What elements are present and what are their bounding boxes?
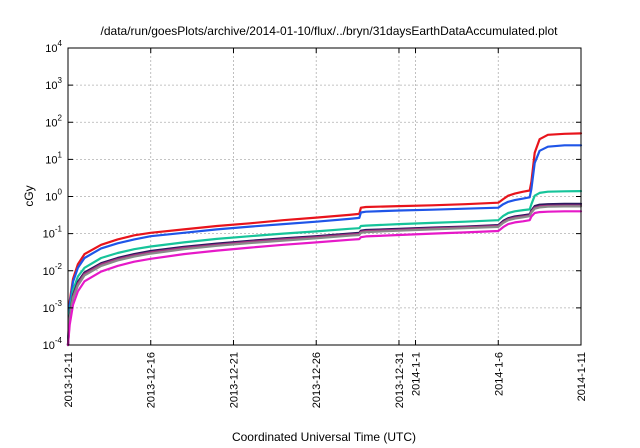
y-tick-label: 10-4 xyxy=(43,336,63,352)
y-axis-label: cGy xyxy=(22,185,36,206)
series-line-2 xyxy=(66,144,583,347)
x-tick-label: 2014-1-1 xyxy=(411,352,423,396)
y-tick-label: 10-2 xyxy=(43,262,63,278)
tick-labels: 10-4 10-3 10-2 10-1 100 101 102 103 104 2013-12-1… xyxy=(43,39,588,408)
y-tick-label: 103 xyxy=(45,76,62,92)
y-tick-label: 10-3 xyxy=(43,299,63,315)
y-tick-label: 102 xyxy=(45,113,62,129)
series-line-7 xyxy=(66,210,583,347)
grid xyxy=(68,48,581,345)
x-tick-label: 2014-1-11 xyxy=(576,352,588,401)
y-tick-label: 100 xyxy=(45,188,62,204)
series-line-1 xyxy=(66,132,583,347)
series-line-3 xyxy=(66,190,583,347)
x-tick-label: 2013-12-21 xyxy=(228,352,240,408)
series-line-6 xyxy=(66,205,583,347)
x-tick-label: 2014-1-6 xyxy=(493,352,505,396)
series-line-4 xyxy=(66,202,583,347)
y-tick-label: 10-1 xyxy=(43,225,63,241)
x-axis-label: Coordinated Universal Time (UTC) xyxy=(232,430,416,444)
x-tick-label: 2013-12-26 xyxy=(311,352,323,408)
chart-title: /data/run/goesPlots/archive/2014-01-10/f… xyxy=(101,24,559,38)
x-tick-label: 2013-12-16 xyxy=(146,352,158,408)
x-tick-label: 2013-12-11 xyxy=(63,352,75,407)
y-tick-label: 104 xyxy=(45,39,62,55)
y-tick-label: 101 xyxy=(45,150,62,166)
x-tick-label: 2013-12-31 xyxy=(394,352,406,408)
series-group xyxy=(66,132,583,347)
